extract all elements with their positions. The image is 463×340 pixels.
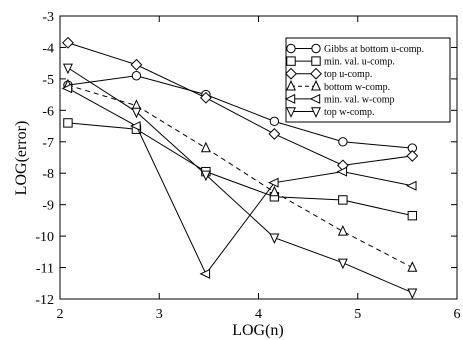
y-tick-label: -6 bbox=[42, 104, 54, 119]
y-tick-label: -4 bbox=[42, 41, 54, 56]
data-point bbox=[269, 185, 280, 197]
legend-item: top u-comp. bbox=[285, 67, 372, 80]
data-point bbox=[407, 261, 418, 272]
legend-label: top u-comp. bbox=[324, 69, 372, 80]
legend-label: min. val. u-comp. bbox=[324, 57, 395, 68]
data-point bbox=[338, 137, 348, 147]
x-tick-label: 2 bbox=[57, 307, 64, 322]
axis-tick-labels: 2 3 4 5 6 -12 -11 -10 -9 -8 -7 -6 -5 -4 -3 bbox=[35, 10, 460, 322]
legend-label: min. val. w-comp bbox=[324, 94, 395, 105]
series-6 bbox=[62, 63, 418, 300]
series-layer bbox=[61, 36, 419, 300]
legend-label: Gibbs at bottom u-comp. bbox=[324, 44, 424, 55]
series-line bbox=[67, 122, 413, 217]
legend-item: min. val. u-comp. bbox=[286, 56, 395, 68]
series-3 bbox=[62, 36, 419, 172]
legend-marker bbox=[286, 107, 296, 118]
legend-marker bbox=[286, 56, 296, 66]
series-2 bbox=[63, 118, 418, 221]
x-tick-label: 6 bbox=[454, 307, 461, 322]
data-point bbox=[130, 121, 141, 132]
data-point bbox=[61, 83, 73, 94]
data-point bbox=[268, 128, 281, 140]
legend-marker bbox=[286, 79, 296, 91]
legend-marker bbox=[286, 43, 296, 54]
data-point bbox=[200, 170, 211, 182]
legend-label: bottom w-comp. bbox=[324, 82, 390, 93]
data-point bbox=[405, 180, 417, 191]
series-line bbox=[67, 75, 413, 149]
data-point bbox=[337, 225, 348, 236]
y-tick-label: -8 bbox=[42, 167, 54, 182]
legend-marker bbox=[284, 93, 296, 104]
data-point bbox=[407, 210, 418, 221]
data-point bbox=[338, 195, 348, 205]
legend-marker bbox=[311, 107, 321, 118]
data-point bbox=[130, 58, 143, 71]
data-point bbox=[199, 91, 212, 104]
x-tick-label: 3 bbox=[156, 307, 163, 322]
x-tick-label: 4 bbox=[255, 307, 262, 322]
legend-item: top w-comp. bbox=[286, 107, 375, 118]
legend-label: top w-comp. bbox=[324, 107, 375, 118]
y-tick-label: -10 bbox=[35, 230, 54, 245]
series-line bbox=[67, 42, 413, 166]
legend-item: bottom w-comp. bbox=[286, 79, 390, 93]
y-axis-label: LOG(error) bbox=[13, 121, 30, 196]
data-point bbox=[337, 258, 348, 270]
legend-item: min. val. w-comp bbox=[284, 93, 395, 105]
y-tick-label: -12 bbox=[35, 293, 54, 308]
y-tick-label: -9 bbox=[42, 199, 54, 214]
data-point bbox=[131, 107, 142, 119]
data-point bbox=[200, 141, 211, 153]
series-line bbox=[67, 87, 413, 275]
series-5 bbox=[61, 83, 417, 279]
legend-marker bbox=[311, 79, 321, 91]
legend-marker bbox=[310, 67, 322, 80]
legend-marker bbox=[311, 43, 321, 54]
data-point bbox=[63, 118, 73, 128]
y-tick-label: -5 bbox=[42, 73, 54, 88]
data-point bbox=[407, 288, 418, 300]
data-point bbox=[268, 177, 279, 188]
legend-marker bbox=[285, 67, 297, 80]
y-tick-label: -3 bbox=[42, 10, 54, 25]
data-point bbox=[62, 63, 73, 75]
legend-marker bbox=[311, 56, 321, 66]
data-point bbox=[131, 71, 142, 81]
data-point bbox=[62, 36, 74, 49]
y-tick-label: -11 bbox=[36, 262, 54, 277]
data-point bbox=[199, 268, 211, 279]
series-line bbox=[67, 84, 413, 269]
x-tick-label: 5 bbox=[354, 307, 361, 322]
series-line bbox=[67, 67, 413, 294]
data-point bbox=[336, 166, 348, 177]
data-point bbox=[269, 116, 280, 127]
legend-item: Gibbs at bottom u-comp. bbox=[286, 43, 424, 55]
axis-ticks bbox=[59, 15, 458, 300]
legend: Gibbs at bottom u-comp. min. val. u-comp.… bbox=[284, 37, 451, 123]
y-tick-label: -7 bbox=[42, 136, 54, 151]
data-point bbox=[269, 233, 280, 245]
data-point bbox=[406, 150, 419, 162]
x-axis-label: LOG(n) bbox=[232, 322, 284, 339]
legend-marker bbox=[309, 93, 321, 104]
